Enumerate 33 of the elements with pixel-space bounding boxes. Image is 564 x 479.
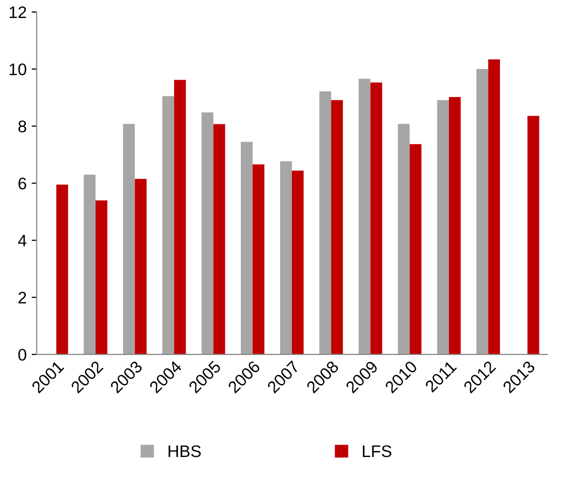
bar xyxy=(84,174,96,354)
y-tick-label: 0 xyxy=(18,348,26,361)
bar xyxy=(202,112,214,354)
legend-label: LFS xyxy=(362,445,392,458)
y-tick-label: 6 xyxy=(18,178,26,190)
bar xyxy=(370,82,382,354)
bar xyxy=(358,78,370,354)
legend-label: HBS xyxy=(168,445,201,458)
bar xyxy=(56,184,68,354)
bar xyxy=(476,69,488,354)
bar xyxy=(319,91,332,354)
bar xyxy=(213,124,226,354)
bar xyxy=(527,116,540,354)
y-tick-label: 8 xyxy=(18,120,26,132)
y-tick-label: 2 xyxy=(18,292,26,304)
bar xyxy=(437,100,449,354)
bar xyxy=(410,144,422,354)
bar xyxy=(398,124,410,354)
bar xyxy=(448,97,461,354)
y-tick-label: 12 xyxy=(10,6,26,18)
bar xyxy=(174,80,186,354)
bar xyxy=(488,59,500,354)
y-tick-label: 4 xyxy=(18,234,26,246)
bar xyxy=(331,100,343,354)
bar xyxy=(162,96,174,354)
bar xyxy=(134,178,147,354)
y-tick-label: 10 xyxy=(10,63,26,76)
bar xyxy=(252,164,264,354)
bar xyxy=(96,200,108,354)
bar xyxy=(292,170,304,354)
bar xyxy=(240,142,253,354)
bar xyxy=(123,124,135,354)
bar xyxy=(280,161,292,354)
